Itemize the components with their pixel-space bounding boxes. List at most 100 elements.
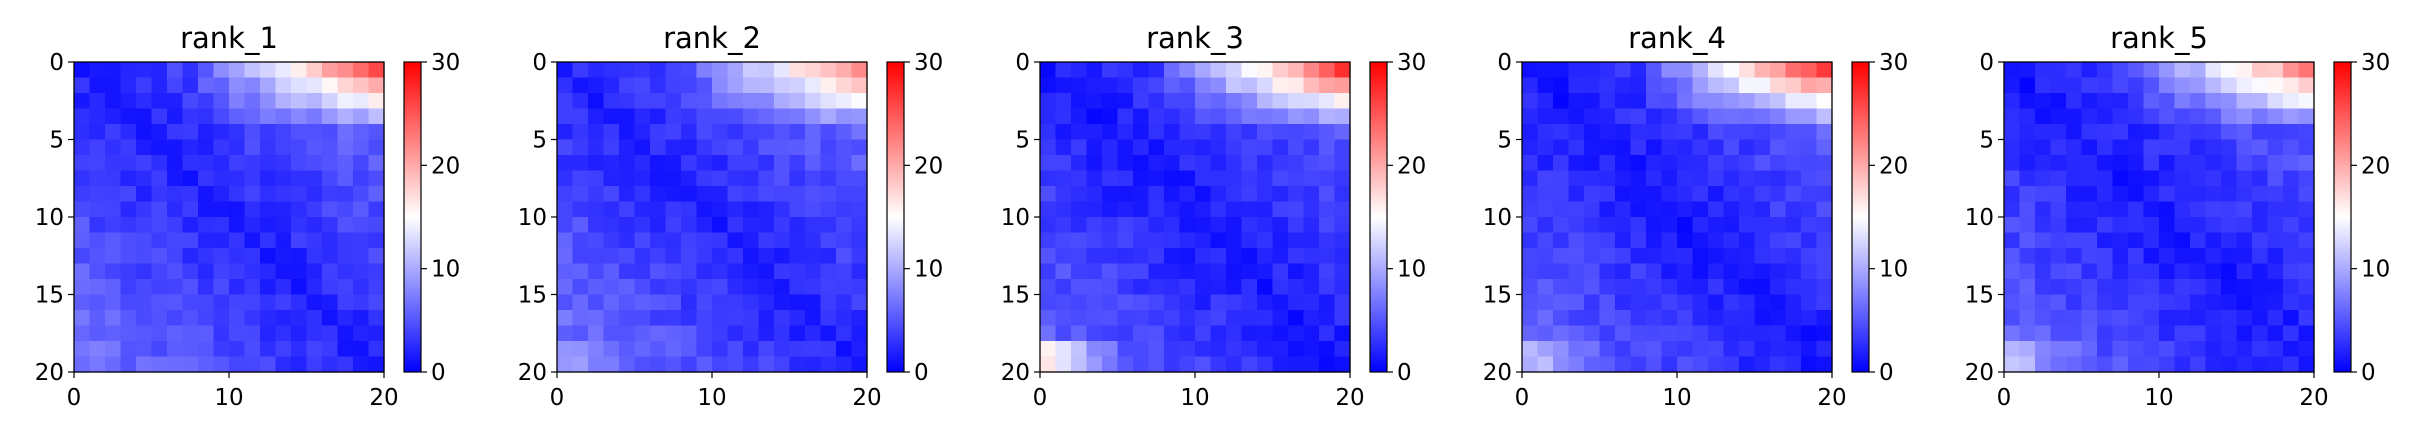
heatmap-cell	[1661, 108, 1678, 125]
y-tick-label: 15	[35, 283, 64, 309]
colorbar-tick-label: 0	[431, 360, 446, 386]
heatmap-cell	[2252, 201, 2269, 218]
heatmap-cell	[1334, 201, 1351, 218]
heatmap-cell	[712, 93, 729, 110]
colorbar	[1369, 61, 1388, 373]
heatmap-cell	[1739, 294, 1756, 311]
heatmap-cell	[2112, 263, 2129, 280]
heatmap-cell	[572, 294, 589, 311]
heatmap-cell	[727, 294, 744, 311]
heatmap-cell	[1584, 108, 1601, 125]
heatmap-cell	[743, 62, 760, 79]
heatmap-cell	[634, 310, 651, 327]
heatmap-cell	[2283, 108, 2300, 125]
heatmap-cell	[2050, 263, 2067, 280]
heatmap-cell	[2252, 248, 2269, 265]
heatmap-cell	[2097, 186, 2114, 203]
heatmap-cell	[1040, 62, 1057, 79]
heatmap-cell	[1646, 108, 1663, 125]
heatmap-cell	[1133, 201, 1150, 218]
heatmap-cell	[1257, 93, 1274, 110]
heatmap-cell	[619, 155, 636, 172]
heatmap-cell	[1288, 232, 1305, 249]
heatmap-cell	[2128, 77, 2145, 94]
heatmap-cell	[2221, 279, 2238, 296]
heatmap-cell	[1615, 356, 1632, 373]
heatmap-cell	[167, 62, 184, 79]
heatmap-cell	[789, 217, 806, 234]
heatmap-cell	[2019, 356, 2036, 373]
heatmap-cell	[1071, 356, 1088, 373]
heatmap-cell	[1257, 341, 1274, 358]
heatmap-cell	[1754, 170, 1771, 187]
heatmap-cell	[1102, 279, 1119, 296]
heatmap-cell	[2019, 155, 2036, 172]
heatmap-cell	[805, 232, 822, 249]
heatmap-cell	[1537, 294, 1554, 311]
heatmap-cell	[1739, 139, 1756, 156]
heatmap-cell	[712, 201, 729, 218]
heatmap-cell	[572, 139, 589, 156]
heatmap-cell	[805, 310, 822, 327]
heatmap-cell	[1288, 356, 1305, 373]
heatmap-cell	[1522, 356, 1539, 373]
heatmap-cell	[322, 93, 339, 110]
heatmap-cell	[2066, 263, 2083, 280]
heatmap-cell	[1661, 232, 1678, 249]
heatmap-cell	[572, 186, 589, 203]
heatmap-cell	[260, 294, 277, 311]
heatmap-cell	[198, 294, 215, 311]
heatmap-cell	[1164, 341, 1181, 358]
heatmap-cell	[368, 201, 385, 218]
y-tick-label: 5	[49, 128, 64, 154]
heatmap-cell	[1303, 155, 1320, 172]
heatmap-cell	[1754, 356, 1771, 373]
heatmap-cell	[743, 201, 760, 218]
heatmap-cell	[1584, 232, 1601, 249]
heatmap-cell	[681, 279, 698, 296]
heatmap-cell	[1522, 108, 1539, 125]
heatmap-cell	[1723, 263, 1740, 280]
heatmap-cell	[789, 62, 806, 79]
heatmap-cell	[2050, 201, 2067, 218]
heatmap-cell	[1615, 263, 1632, 280]
heatmap-cell	[1708, 217, 1725, 234]
heatmap-cell	[2019, 248, 2036, 265]
heatmap-cell	[1117, 124, 1134, 141]
heatmap-cell	[1303, 201, 1320, 218]
heatmap-cell	[2267, 279, 2284, 296]
heatmap-cell	[1754, 124, 1771, 141]
heatmap-cell	[275, 341, 292, 358]
heatmap-cell	[182, 356, 199, 373]
heatmap-cell	[1723, 279, 1740, 296]
heatmap-cell	[1677, 341, 1694, 358]
heatmap-cell	[2298, 77, 2315, 94]
heatmap-cell	[1148, 325, 1165, 342]
heatmap-cell	[105, 139, 122, 156]
heatmap-cell	[1257, 294, 1274, 311]
heatmap-cell	[1630, 170, 1647, 187]
heatmap-cell	[213, 341, 230, 358]
heatmap-cell	[1272, 325, 1289, 342]
heatmap-cell	[151, 186, 168, 203]
heatmap-cell	[712, 232, 729, 249]
heatmap-cell	[836, 325, 853, 342]
heatmap-cell	[2267, 248, 2284, 265]
heatmap-cell	[1692, 77, 1709, 94]
heatmap-cell	[1816, 186, 1833, 203]
heatmap-cell	[213, 124, 230, 141]
heatmap-cell	[1630, 248, 1647, 265]
heatmap-cell	[1226, 139, 1243, 156]
heatmap-cell	[1739, 341, 1756, 358]
heatmap-cell	[306, 294, 323, 311]
heatmap-cell	[1040, 263, 1057, 280]
heatmap-cell	[213, 217, 230, 234]
heatmap-cell	[1553, 263, 1570, 280]
heatmap-cell	[2143, 325, 2160, 342]
heatmap-cell	[151, 310, 168, 327]
heatmap-cell	[1522, 341, 1539, 358]
heatmap-cell	[727, 170, 744, 187]
heatmap-cell	[557, 294, 574, 311]
heatmap-cell	[2190, 356, 2207, 373]
heatmap-cell	[1257, 77, 1274, 94]
